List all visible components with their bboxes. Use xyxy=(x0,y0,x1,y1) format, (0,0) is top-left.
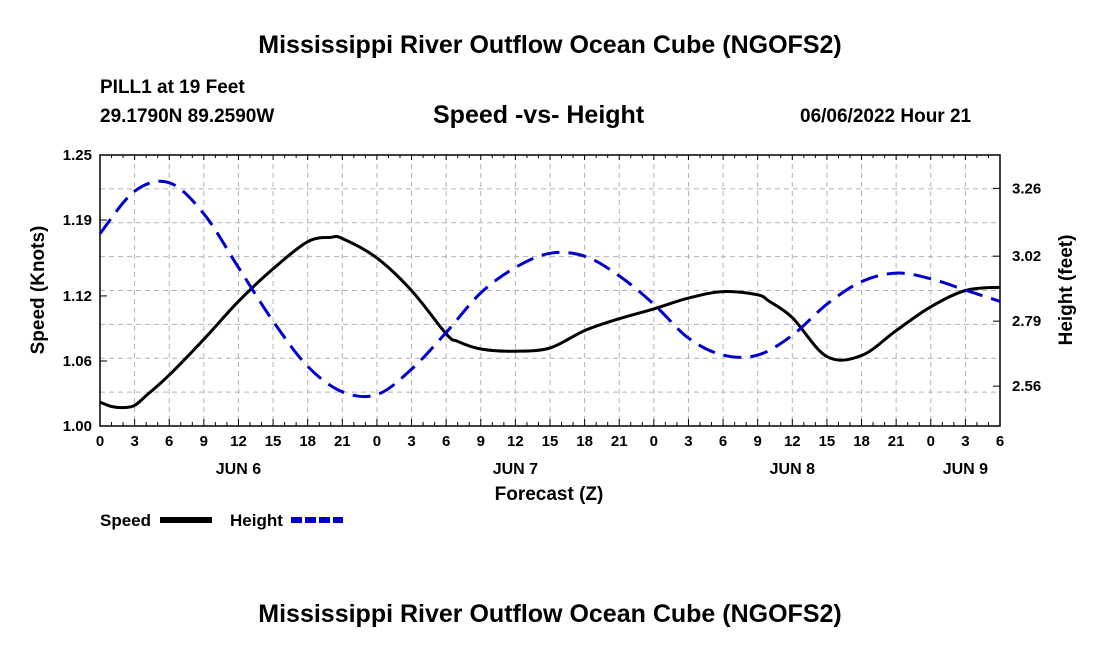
x-tick-label: 3 xyxy=(407,433,415,450)
y-tick-label: 1.06 xyxy=(63,353,92,370)
x-tick-label: 9 xyxy=(754,433,762,450)
x-tick-label: 6 xyxy=(719,433,727,450)
x-tick-label: 12 xyxy=(507,433,524,450)
coordinates-label: 29.1790N 89.2590W xyxy=(100,106,275,127)
x-tick-label: 6 xyxy=(165,433,173,450)
x-tick-label: 3 xyxy=(961,433,969,450)
x-tick-label: 21 xyxy=(334,433,351,450)
day-label: JUN 9 xyxy=(943,461,988,478)
y2-tick-label: 3.26 xyxy=(1012,180,1041,197)
x-tick-label: 15 xyxy=(542,433,559,450)
x-tick-label: 0 xyxy=(96,433,104,450)
y-tick-label: 1.19 xyxy=(63,212,92,229)
series-line-speed xyxy=(99,234,1001,410)
x-tick-label: 0 xyxy=(373,433,381,450)
x-tick-label: 0 xyxy=(927,433,935,450)
y-tick-label: 1.25 xyxy=(63,147,92,164)
x-tick-label: 21 xyxy=(888,433,905,450)
x-tick-label: 3 xyxy=(130,433,138,450)
x-tick-label: 15 xyxy=(265,433,282,450)
x-tick-label: 21 xyxy=(611,433,628,450)
day-label: JUN 6 xyxy=(216,461,261,478)
x-tick-label: 18 xyxy=(299,433,316,450)
x-tick-label: 3 xyxy=(684,433,692,450)
x-tick-label: 12 xyxy=(230,433,247,450)
chart-subtitle: Speed -vs- Height xyxy=(433,101,645,129)
day-label: JUN 8 xyxy=(770,461,815,478)
legend-label-height: Height xyxy=(230,511,283,530)
y2-tick-label: 2.56 xyxy=(1012,378,1041,395)
page-title: Mississippi River Outflow Ocean Cube (NG… xyxy=(258,31,842,59)
x-axis-title: Forecast (Z) xyxy=(495,484,604,505)
y-tick-label: 1.12 xyxy=(63,288,92,305)
series-line-height xyxy=(98,179,1001,399)
x-tick-label: 18 xyxy=(576,433,593,450)
y2-axis-title: Height (feet) xyxy=(1056,235,1077,346)
x-tick-label: 18 xyxy=(853,433,870,450)
x-tick-label: 0 xyxy=(650,433,658,450)
legend-label-speed: Speed xyxy=(100,511,151,530)
y2-tick-label: 2.79 xyxy=(1012,313,1041,330)
y-axis-title: Speed (Knots) xyxy=(28,226,49,355)
page-title-repeat: Mississippi River Outflow Ocean Cube (NG… xyxy=(258,600,842,628)
y2-tick-label: 3.02 xyxy=(1012,248,1041,265)
x-tick-label: 9 xyxy=(477,433,485,450)
forecast-date: 06/06/2022 Hour 21 xyxy=(800,106,972,127)
x-tick-label: 6 xyxy=(996,433,1004,450)
x-tick-label: 15 xyxy=(819,433,836,450)
y-tick-label: 1.00 xyxy=(63,418,92,435)
x-tick-label: 12 xyxy=(784,433,801,450)
station-label: PILL1 at 19 Feet xyxy=(100,77,245,98)
x-tick-label: 6 xyxy=(442,433,450,450)
x-tick-label: 9 xyxy=(200,433,208,450)
day-label: JUN 7 xyxy=(493,461,538,478)
